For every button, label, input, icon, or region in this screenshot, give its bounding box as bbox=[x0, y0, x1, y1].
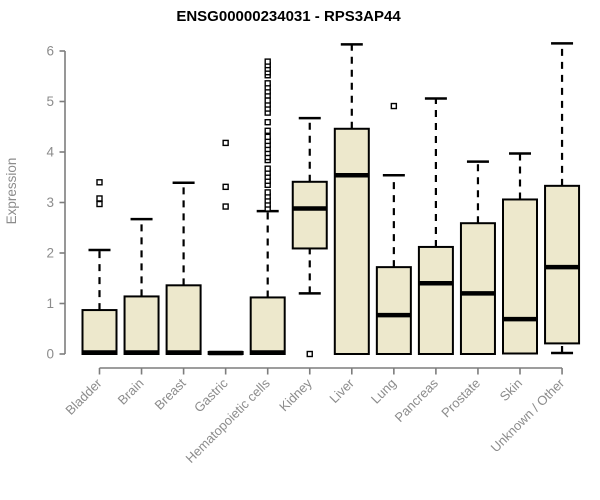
x-tick-label-bladder: Bladder bbox=[62, 375, 105, 418]
y-tick-label: 1 bbox=[46, 296, 54, 311]
y-tick-label: 5 bbox=[46, 94, 54, 109]
y-tick-label: 0 bbox=[46, 347, 54, 362]
outlier-point bbox=[264, 127, 271, 134]
y-tick-label: 3 bbox=[46, 195, 54, 210]
outlier-point bbox=[306, 350, 313, 358]
outlier-point bbox=[264, 119, 271, 126]
box-group-lung bbox=[375, 102, 412, 356]
chart-title: ENSG00000234031 - RPS3AP44 bbox=[176, 8, 401, 25]
x-tick-label-pancreas: Pancreas bbox=[392, 375, 442, 425]
y-axis: 0 1 2 3 4 5 6 bbox=[46, 44, 66, 362]
x-tick-label-prostate: Prostate bbox=[438, 376, 483, 421]
outlier-point bbox=[222, 183, 229, 191]
iqr-box bbox=[123, 295, 160, 355]
box-group-kidney bbox=[291, 116, 328, 358]
box-group-hematopoietic-cells bbox=[249, 58, 286, 356]
x-tick-label-gastric: Gastric bbox=[191, 375, 231, 415]
outlier-point bbox=[264, 58, 271, 65]
x-tick-label-breast: Breast bbox=[152, 375, 189, 412]
outlier-point bbox=[264, 80, 271, 87]
outlier-point bbox=[264, 97, 271, 104]
iqr-box bbox=[502, 198, 538, 355]
iqr-box bbox=[333, 127, 370, 355]
box-group-gastric bbox=[207, 139, 244, 356]
outlier-point bbox=[264, 165, 271, 172]
outlier-point bbox=[264, 189, 271, 196]
outlier-point bbox=[222, 139, 229, 147]
y-tick-label: 4 bbox=[46, 145, 54, 160]
iqr-box bbox=[459, 222, 496, 355]
box-group-brain bbox=[123, 217, 160, 355]
iqr-box bbox=[417, 245, 454, 355]
outlier-point bbox=[222, 203, 229, 210]
x-tick-label-skin: Skin bbox=[497, 376, 525, 404]
iqr-box bbox=[544, 184, 581, 345]
iqr-box bbox=[375, 266, 412, 356]
iqr-box bbox=[81, 309, 118, 356]
iqr-box bbox=[249, 296, 286, 356]
box-group-liver bbox=[333, 43, 370, 355]
box-group-skin bbox=[502, 152, 538, 355]
box-group-bladder bbox=[81, 179, 118, 356]
y-tick-label: 2 bbox=[46, 246, 54, 261]
box-group-pancreas bbox=[417, 97, 454, 355]
iqr-box bbox=[291, 180, 328, 250]
outlier-point bbox=[96, 200, 103, 208]
outlier-point bbox=[96, 179, 103, 186]
box-group-prostate bbox=[459, 160, 496, 355]
box-group-unknown-other bbox=[544, 42, 581, 355]
x-tick-label-lung: Lung bbox=[368, 376, 399, 407]
x-tick-label-brain: Brain bbox=[115, 376, 147, 408]
box-group-breast bbox=[165, 181, 202, 356]
x-tick-label-kidney: Kidney bbox=[276, 375, 315, 414]
y-tick-label: 6 bbox=[46, 44, 54, 59]
outlier-point bbox=[390, 102, 398, 110]
x-tick-label-liver: Liver bbox=[326, 375, 357, 406]
outlier-point bbox=[264, 133, 271, 141]
x-tick-label-unknown-other: Unknown / Other bbox=[488, 375, 568, 455]
outlier-point bbox=[96, 195, 103, 202]
iqr-box bbox=[165, 284, 202, 356]
